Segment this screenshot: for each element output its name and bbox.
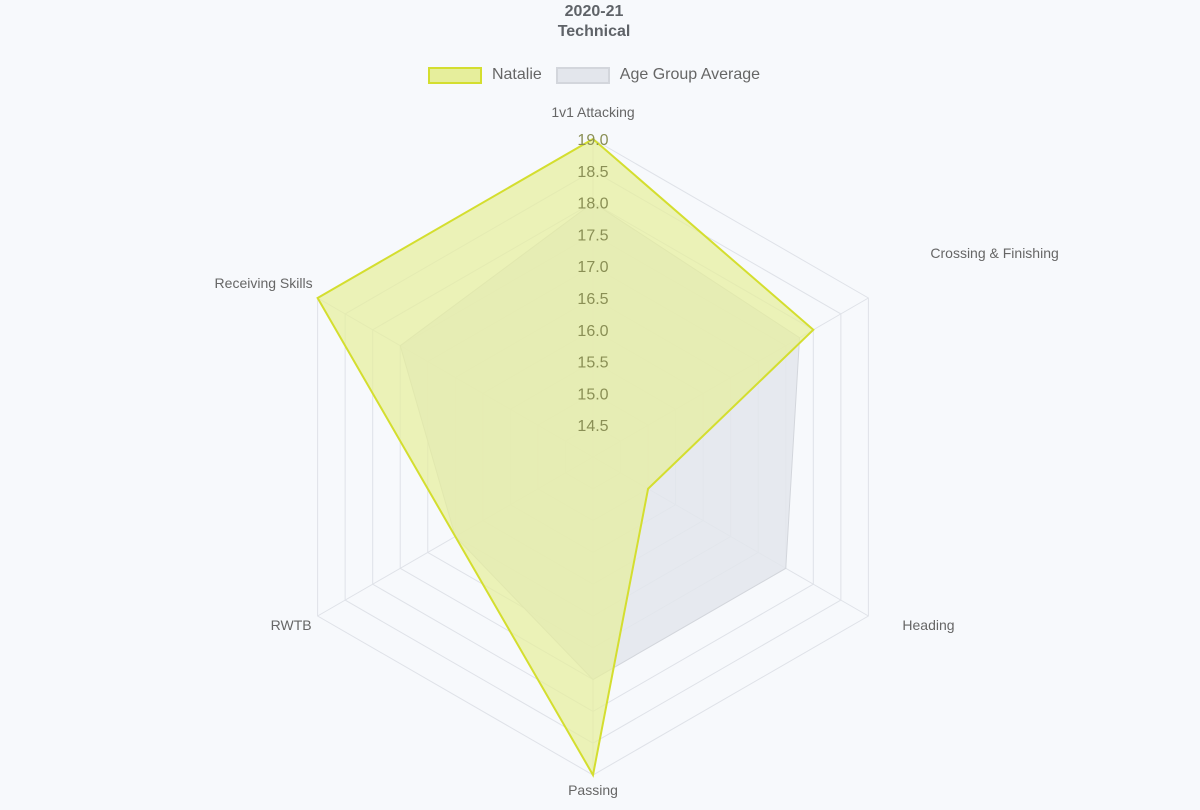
category-label: Heading [902, 617, 954, 633]
legend-item-natalie[interactable]: Natalie [427, 66, 542, 84]
category-label: Receiving Skills [215, 275, 313, 291]
chart-legend: Natalie Age Group Average [0, 66, 1188, 84]
r-tick-label: 19.0 [577, 132, 608, 149]
legend-item-age-group-average[interactable]: Age Group Average [555, 66, 761, 84]
category-label: 1v1 Attacking [551, 104, 634, 120]
chart-title-line1: 2020-21 [564, 3, 624, 20]
r-tick-label: 18.5 [577, 164, 608, 181]
legend-label-age-group-average: Age Group Average [619, 66, 761, 83]
r-tick-label: 16.5 [577, 291, 608, 308]
series-area-natalie [316, 137, 815, 778]
legend-swatch-natalie [427, 66, 482, 84]
category-label: Crossing & Finishing [930, 245, 1058, 261]
r-tick-label: 17.0 [577, 259, 608, 276]
legend-swatch-age-group-average [555, 66, 610, 84]
r-tick-label: 16.0 [577, 323, 608, 340]
legend-label-natalie: Natalie [491, 66, 542, 83]
chart-title-line2: Technical [557, 23, 631, 40]
r-tick-label: 17.5 [577, 227, 608, 244]
r-tick-label: 14.5 [577, 418, 608, 435]
r-tick-label: 15.0 [577, 386, 608, 403]
r-tick-label: 15.5 [577, 355, 608, 372]
r-tick-label: 18.0 [577, 196, 608, 213]
category-label: Passing [568, 782, 618, 798]
category-label: RWTB [271, 617, 312, 633]
